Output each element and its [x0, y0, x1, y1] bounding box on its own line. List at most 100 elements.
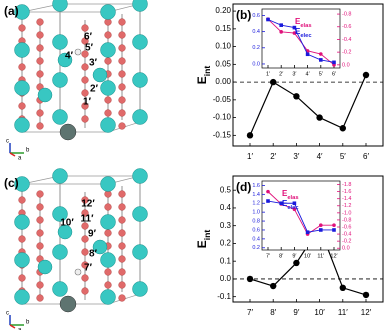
dopant-atom	[59, 123, 77, 141]
metal-atom	[37, 87, 53, 103]
data-point	[305, 52, 310, 57]
oxygen-atom	[118, 57, 126, 65]
oxygen-atom	[118, 96, 126, 104]
y-tick-label: 0.20	[215, 6, 231, 15]
x-tick-label: 7′	[266, 253, 270, 259]
series-line	[267, 19, 335, 63]
y2-tick-label: -0.6	[342, 224, 351, 230]
oxygen-atom	[81, 115, 89, 123]
series-line	[267, 200, 334, 233]
oxygen-atom	[118, 83, 126, 91]
axis-arrow	[9, 324, 16, 329]
data-point	[293, 93, 300, 100]
legend-label: Eelec	[295, 27, 312, 38]
data-point	[305, 230, 310, 234]
atom-label: 9′	[88, 229, 97, 240]
metal-atom	[14, 42, 30, 58]
y-tick-label: 0.1	[220, 256, 232, 265]
y-tick-label: 0.00	[215, 77, 231, 86]
metal-atom	[100, 117, 116, 133]
series-line	[267, 18, 335, 66]
oxygen-atom	[118, 294, 126, 302]
x-tick-label: 1′	[247, 152, 253, 161]
y2-tick-label: -1.4	[342, 196, 351, 202]
oxygen-atom	[81, 102, 89, 110]
data-point	[293, 259, 300, 267]
data-point	[279, 30, 284, 34]
plot-frame	[232, 175, 384, 303]
oxygen-atom	[36, 31, 44, 39]
oxygen-atom	[18, 24, 26, 32]
atom-label: 12′	[81, 199, 95, 210]
oxygen-atom	[81, 274, 89, 282]
metal-atom	[100, 42, 116, 58]
axis-letter: b	[26, 320, 30, 326]
oxygen-atom	[36, 281, 44, 289]
oxygen-atom	[18, 63, 26, 71]
y-tick-label: 1.0	[252, 210, 260, 216]
data-point	[279, 201, 283, 206]
y2-tick-label: -0.8	[342, 217, 351, 223]
structure	[14, 0, 148, 141]
metal-atom	[100, 80, 116, 96]
metal-atom	[100, 4, 116, 20]
data-point	[279, 23, 283, 27]
y2-tick-label: -1.2	[342, 203, 351, 209]
data-point	[332, 60, 336, 65]
atom-label: 7′	[84, 263, 93, 274]
oxygen-atom	[36, 216, 44, 224]
metal-atom	[52, 72, 68, 88]
x-tick-label: 7′	[247, 308, 253, 317]
oxygen-atom	[81, 196, 89, 204]
metal-atom	[100, 176, 116, 192]
atom-label: 4′	[65, 51, 74, 62]
atom-label: 2′	[90, 84, 99, 95]
metal-atom	[52, 244, 68, 260]
oxygen-atom	[36, 294, 44, 302]
metal-atom	[132, 206, 148, 222]
y-tick-label: 0.6	[252, 13, 260, 19]
oxygen-atom	[104, 203, 112, 211]
metal-atom	[14, 214, 30, 230]
x-tick-label: 3′	[293, 152, 299, 161]
oxygen-atom	[18, 102, 26, 110]
oxygen-atom	[118, 229, 126, 237]
y-tick-label: 1.2	[252, 201, 260, 207]
data-point	[319, 52, 323, 56]
x-tick-label: 4′	[317, 152, 323, 161]
series-line	[267, 191, 334, 235]
atom-label: 6′	[84, 32, 93, 43]
x-tick-label: 9′	[293, 308, 299, 317]
metal-atom	[132, 72, 148, 88]
oxygen-atom	[118, 122, 126, 130]
metal-atom	[37, 259, 53, 275]
oxygen-atom	[104, 109, 112, 117]
y-tick-label: 0.4	[220, 203, 232, 212]
oxygen-atom	[81, 76, 89, 84]
metal-atom	[132, 281, 148, 297]
x-tick-label: 8′	[279, 253, 283, 259]
oxygen-atom	[81, 63, 89, 71]
x-tick-label: 12′	[330, 253, 337, 259]
oxygen-atom	[18, 274, 26, 282]
data-point	[246, 132, 254, 139]
x-tick-label: 8′	[270, 308, 276, 317]
y2-tick-label: -1.6	[342, 189, 351, 195]
structure	[14, 168, 148, 313]
oxygen-atom	[104, 31, 112, 39]
legend-label: Eelec	[282, 199, 299, 210]
y2-tick-label: -0.4	[342, 37, 351, 43]
oxygen-atom	[18, 235, 26, 243]
metal-atom	[14, 4, 30, 20]
y-tick-label: 0.4	[252, 29, 260, 35]
panel-label: (b)	[236, 8, 251, 22]
oxygen-atom	[81, 235, 89, 243]
oxygen-atom	[104, 96, 112, 104]
oxygen-atom	[118, 281, 126, 289]
data-point	[339, 125, 346, 132]
y-tick-label: 1.6	[252, 183, 260, 189]
y2-tick-label: 0.0	[342, 246, 350, 252]
metal-atom	[132, 34, 148, 50]
dopant-atom	[59, 295, 77, 313]
metal-atom	[132, 168, 148, 184]
